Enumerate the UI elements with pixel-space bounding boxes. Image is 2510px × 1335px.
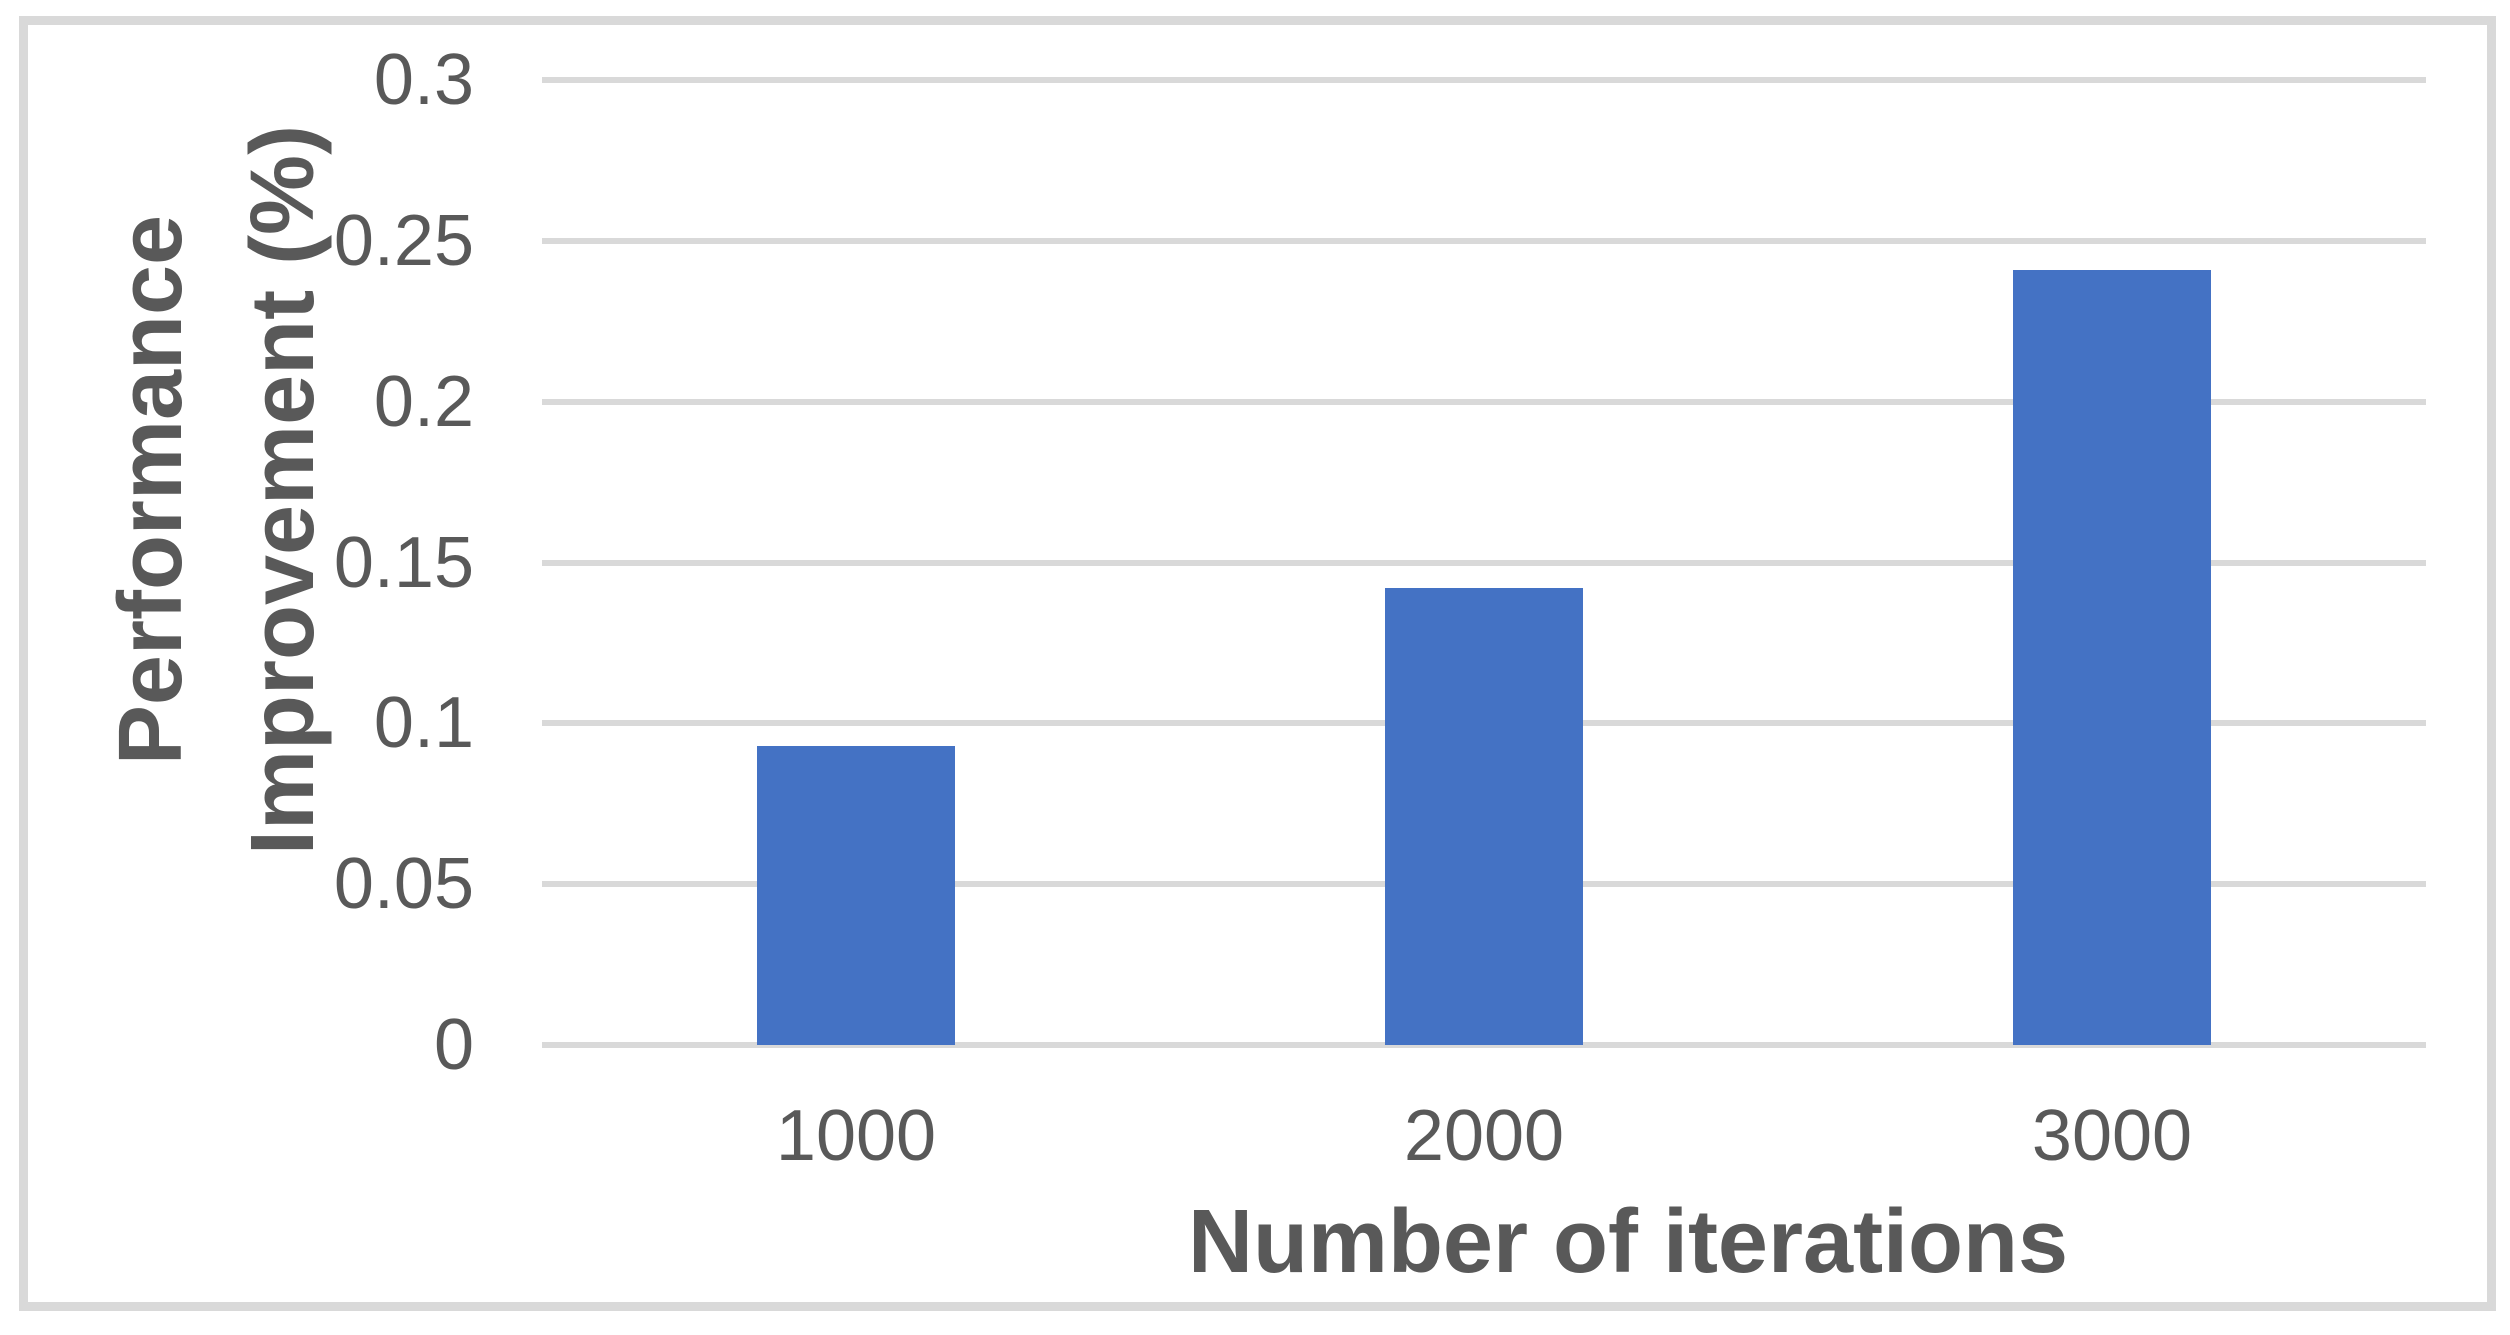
bar-3000: [2013, 270, 2211, 1045]
gridline-0.25: [542, 238, 2426, 244]
bar-1000: [757, 746, 955, 1045]
y-tick-label-0.1: 0.1: [373, 683, 474, 763]
y-tick-label-0.25: 0.25: [333, 201, 474, 281]
gridline-0.15: [542, 560, 2426, 566]
x-axis-title: Number of iterations: [1187, 1192, 2069, 1292]
gridline-0.3: [542, 77, 2426, 83]
x-tick-label-3000: 3000: [2031, 1096, 2193, 1176]
x-tick-label-1000: 1000: [775, 1096, 937, 1176]
gridline-0: [542, 1042, 2426, 1048]
x-tick-label-2000: 2000: [1403, 1096, 1565, 1176]
y-tick-label-0: 0: [433, 1005, 474, 1085]
y-tick-label-0.3: 0.3: [373, 40, 474, 120]
bar-2000: [1385, 588, 1583, 1045]
y-tick-label-0.2: 0.2: [373, 362, 474, 442]
y-tick-label-0.15: 0.15: [333, 523, 474, 603]
y-tick-label-0.05: 0.05: [333, 844, 474, 924]
gridline-0.2: [542, 399, 2426, 405]
